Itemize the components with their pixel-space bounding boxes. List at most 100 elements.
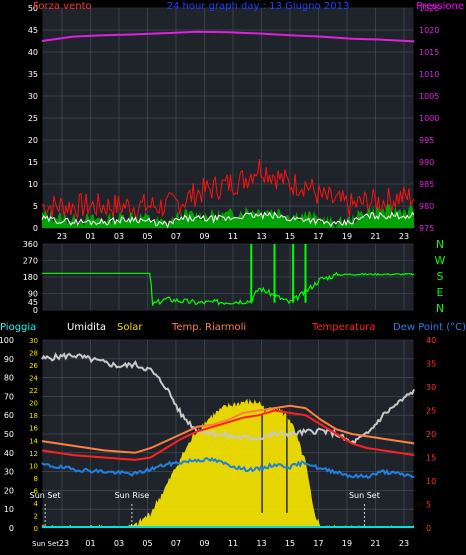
legend-umidita: Umidita bbox=[67, 322, 106, 333]
tick-label: 09 bbox=[199, 232, 209, 241]
tick-label: 70 bbox=[4, 392, 14, 401]
tick-label: 10 bbox=[28, 180, 38, 189]
right-axis-title: Pressione bbox=[416, 1, 464, 12]
tick-label: 30 bbox=[426, 383, 436, 392]
tick-label: 270 bbox=[23, 257, 38, 266]
tick-label: 15 bbox=[28, 158, 38, 167]
tick-label: 80 bbox=[4, 374, 14, 383]
tick-label: 17 bbox=[313, 539, 323, 548]
tick-label: 16 bbox=[29, 425, 38, 433]
tick-label: 5 bbox=[426, 501, 431, 510]
tick-label: 13 bbox=[256, 539, 266, 548]
tick-label: 975 bbox=[419, 224, 434, 233]
tick-label: 21 bbox=[370, 232, 380, 241]
tick-label: 100 bbox=[0, 336, 14, 345]
tick-label: 12 bbox=[29, 450, 38, 458]
tick-label: 20 bbox=[28, 136, 38, 145]
tick-label: 23 bbox=[399, 539, 409, 548]
tick-label: 11 bbox=[228, 539, 238, 548]
temperature-line bbox=[41, 409, 415, 461]
tick-label: 18 bbox=[29, 412, 38, 420]
tick-label: 50 bbox=[28, 4, 38, 13]
tick-label: 1020 bbox=[419, 26, 439, 35]
tick-label: 360 bbox=[23, 240, 38, 249]
humidity-line bbox=[41, 352, 415, 446]
tick-label: 40 bbox=[426, 336, 436, 345]
tick-label: 40 bbox=[4, 449, 14, 458]
tick-label: 15 bbox=[285, 539, 295, 548]
tick-label: 30 bbox=[4, 468, 14, 477]
tick-label: 45 bbox=[28, 26, 38, 35]
tick-label: 8 bbox=[34, 475, 38, 483]
tick-label: 23 bbox=[57, 232, 67, 241]
pressure-line bbox=[41, 30, 415, 43]
dew-point-line bbox=[41, 456, 415, 480]
temp-riarmoli-line bbox=[41, 404, 415, 454]
legend-temp-riarmoli: Temp. Riarmoli bbox=[171, 322, 246, 333]
tick-label: 180 bbox=[23, 273, 38, 282]
chart-title: 24 hour graph day : 13 Giugno 2013 bbox=[167, 1, 350, 12]
tick-label: Sun Set bbox=[32, 540, 59, 548]
compass-label: S bbox=[437, 270, 444, 283]
sun-marker-label: Sun Set bbox=[30, 491, 61, 500]
compass-label: N bbox=[436, 238, 444, 251]
tick-label: 24 bbox=[29, 375, 38, 383]
left-axis-title: Forza vento bbox=[33, 1, 92, 12]
tick-label: 995 bbox=[419, 136, 434, 145]
tick-label: 1025 bbox=[419, 4, 439, 13]
tick-label: 10 bbox=[426, 477, 436, 486]
tick-label: 26 bbox=[29, 362, 38, 370]
tick-label: 23 bbox=[59, 539, 69, 548]
tick-label: 01 bbox=[85, 539, 95, 548]
tick-label: 1010 bbox=[419, 70, 439, 79]
tick-label: 19 bbox=[342, 539, 352, 548]
tick-label: 30 bbox=[29, 337, 38, 345]
tick-label: 35 bbox=[28, 70, 38, 79]
compass-label: N bbox=[436, 302, 444, 315]
tick-label: 1015 bbox=[419, 48, 439, 57]
tick-label: 985 bbox=[419, 180, 434, 189]
tick-label: 20 bbox=[29, 400, 38, 408]
tick-label: 23 bbox=[399, 232, 409, 241]
compass-label: W bbox=[435, 254, 446, 267]
tick-label: 90 bbox=[4, 355, 14, 364]
legend-solar: Solar bbox=[117, 322, 143, 333]
tick-label: 19 bbox=[342, 232, 352, 241]
tick-label: 05 bbox=[142, 232, 152, 241]
tick-label: 6 bbox=[34, 487, 39, 495]
tick-label: 21 bbox=[370, 539, 380, 548]
tick-label: 1005 bbox=[419, 92, 439, 101]
tick-label: 0 bbox=[426, 524, 431, 533]
tick-label: 10 bbox=[4, 505, 14, 514]
tick-label: 14 bbox=[29, 437, 38, 445]
tick-label: 30 bbox=[28, 92, 38, 101]
sun-marker-label: Sun Rise bbox=[115, 491, 150, 500]
tick-label: 0 bbox=[9, 524, 14, 533]
legend-pioggia: Pioggia bbox=[0, 322, 36, 333]
tick-label: 90 bbox=[28, 290, 38, 299]
tick-label: 15 bbox=[285, 232, 295, 241]
tick-label: 07 bbox=[171, 539, 181, 548]
tick-label: 11 bbox=[228, 232, 238, 241]
tick-label: 25 bbox=[426, 407, 436, 416]
wind-line-white bbox=[41, 211, 415, 229]
tick-label: 0 bbox=[33, 306, 38, 315]
tick-label: 15 bbox=[426, 454, 436, 463]
tick-label: 50 bbox=[4, 430, 14, 439]
tick-label: 20 bbox=[4, 486, 14, 495]
tick-label: 1000 bbox=[419, 114, 439, 123]
tick-label: 25 bbox=[28, 114, 38, 123]
tick-label: 45 bbox=[28, 298, 38, 307]
wind-gust-line bbox=[41, 158, 415, 220]
tick-label: 10 bbox=[29, 462, 38, 470]
direction-line bbox=[42, 271, 415, 306]
sun-marker-label: Sun Set bbox=[349, 491, 380, 500]
tick-label: 03 bbox=[114, 539, 124, 548]
tick-label: 0 bbox=[33, 224, 38, 233]
tick-label: 03 bbox=[114, 232, 124, 241]
tick-label: 2 bbox=[34, 512, 38, 520]
tick-label: 40 bbox=[28, 48, 38, 57]
tick-label: 28 bbox=[29, 350, 38, 358]
